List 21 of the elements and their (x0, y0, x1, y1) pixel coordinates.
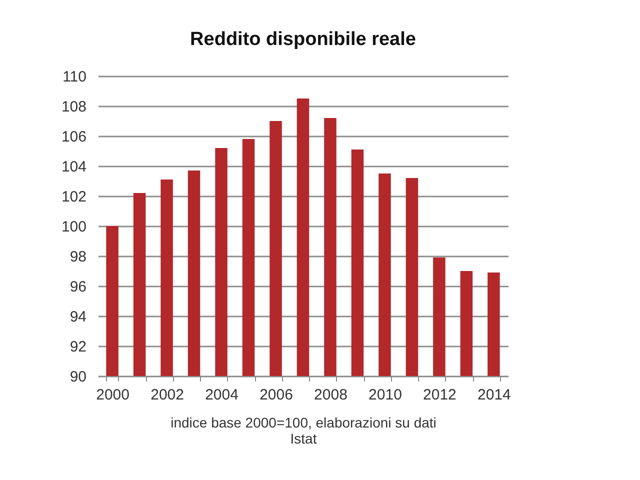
x-tick-label: 2002 (150, 386, 184, 404)
y-tick-label: 102 (61, 188, 86, 206)
x-tick-label: 2012 (423, 386, 456, 404)
x-tick-label: 2000 (96, 386, 130, 404)
x-tick-label: 2008 (314, 386, 348, 404)
chart-title: Reddito disponibile reale (190, 29, 416, 50)
y-tick-label: 90 (70, 368, 86, 386)
y-tick-label: 96 (70, 278, 86, 296)
x-tick-label: 2014 (478, 386, 511, 404)
y-tick-label: 104 (61, 158, 86, 176)
y-tick-label: 108 (61, 98, 86, 116)
x-tick-label: 2010 (368, 386, 402, 404)
x-tick-label: 2004 (205, 386, 238, 404)
x-tick-label: 2006 (260, 386, 293, 404)
x-axis-title: indice base 2000=100, elaborazioni su dati Istat (170, 414, 436, 446)
y-tick-label: 100 (61, 218, 86, 236)
y-tick-label: 98 (70, 248, 86, 266)
y-tick-label: 94 (70, 308, 86, 326)
y-tick-label: 106 (61, 128, 86, 146)
y-tick-label: 110 (62, 68, 86, 86)
y-tick-label: 92 (70, 338, 86, 356)
